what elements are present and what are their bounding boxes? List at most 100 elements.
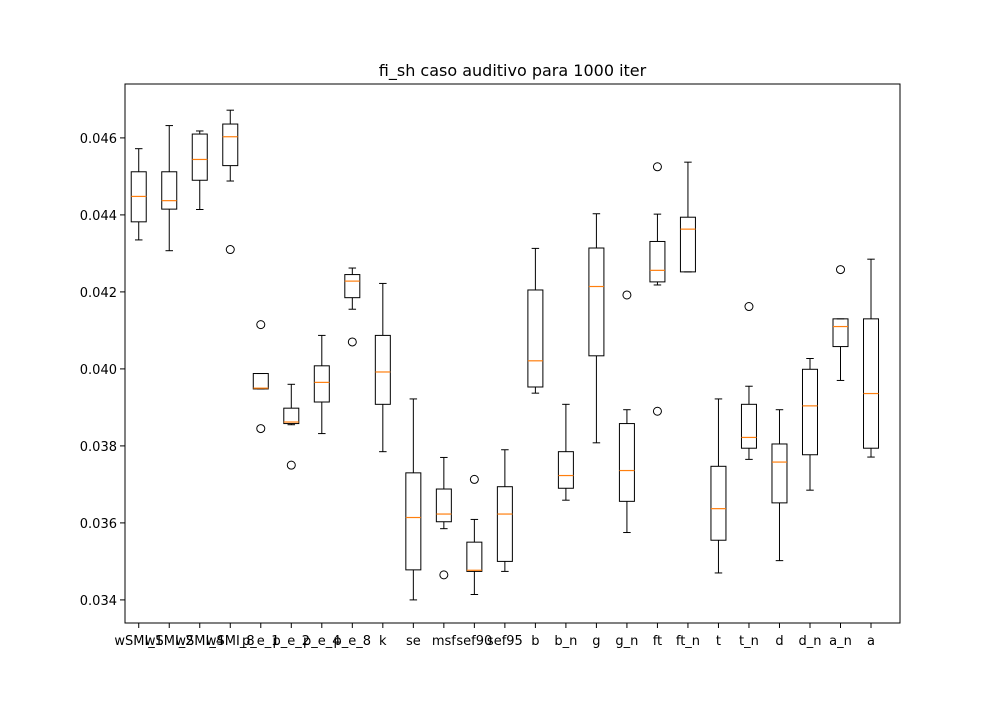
box-iqr (588, 247, 605, 357)
x-tick-label: sef90 (456, 634, 492, 649)
x-tick-label: wSMI_1 (114, 634, 163, 649)
y-tick-label: 0.040 (80, 363, 117, 378)
box-iqr (344, 274, 361, 299)
x-tick-label: b_n (554, 634, 577, 649)
box-iqr (466, 541, 483, 572)
outlier-point (286, 460, 296, 470)
outlier-point (652, 162, 662, 172)
x-tick-label: p_e_1 (242, 634, 280, 649)
outlier-point (225, 245, 235, 255)
box-iqr (283, 407, 300, 425)
x-tick-label: a (867, 634, 875, 649)
x-tick-label: wSMI_4 (175, 634, 224, 649)
box-iqr (313, 365, 330, 403)
x-tick-label: a_n (829, 634, 852, 649)
box-iqr (527, 289, 544, 388)
x-tick-label: wSMI_2 (145, 634, 194, 649)
box-d_n (801, 358, 818, 491)
x-tick-label: p_e_8 (334, 634, 372, 649)
box-ft (649, 162, 666, 416)
outlier-point (256, 424, 266, 434)
box-p_e_1 (252, 320, 269, 434)
box-t_n (740, 302, 757, 460)
x-tick-label: d (775, 634, 783, 649)
box-k (374, 282, 391, 453)
box-msf (435, 456, 452, 580)
box-a_n (832, 265, 849, 381)
box-p_e_4 (313, 334, 330, 435)
x-tick-label: b (531, 634, 539, 649)
x-tick-label: p_e_2 (273, 634, 311, 649)
box-iqr (649, 240, 666, 283)
y-tick-label: 0.034 (80, 594, 117, 609)
outlier-point (439, 570, 449, 580)
y-axis: 0.034 0.036 0.038 0.040 0.042 0.044 0.046 (80, 132, 125, 609)
box-iqr (679, 216, 696, 273)
box-iqr (557, 451, 574, 489)
box-p_e_2 (283, 383, 300, 470)
x-tick-label: sef95 (487, 634, 523, 649)
box-iqr (618, 423, 635, 502)
box-wSMI_4 (191, 130, 208, 211)
box-iqr (252, 373, 269, 390)
box-iqr (771, 443, 788, 504)
box-sef90 (466, 474, 483, 596)
x-axis: wSMI_1wSMI_2wSMI_4wSMI_8p_e_1p_e_2p_e_4p… (114, 623, 875, 649)
box-t (710, 398, 727, 574)
box-iqr (801, 368, 818, 456)
box-iqr (374, 334, 391, 405)
x-tick-label: d_n (798, 634, 821, 649)
box-iqr (222, 123, 239, 167)
box-iqr (832, 318, 849, 348)
outlier-point (622, 290, 632, 300)
outlier-point (652, 406, 662, 416)
box-iqr (496, 486, 513, 562)
x-tick-label: se (406, 634, 421, 649)
box-wSMI_8 (222, 109, 239, 255)
box-sef95 (496, 449, 513, 572)
x-tick-label: msf (432, 634, 456, 649)
box-g (588, 213, 605, 444)
x-tick-label: t_n (739, 634, 759, 649)
x-tick-label: g_n (615, 634, 638, 649)
box-iqr (863, 318, 880, 449)
x-tick-label: ft_n (676, 634, 700, 649)
box-a (863, 258, 880, 458)
y-tick-label: 0.038 (80, 440, 117, 455)
y-tick-label: 0.044 (80, 209, 117, 224)
box-iqr (191, 133, 208, 181)
box-b_n (557, 403, 574, 501)
box-g_n (618, 290, 635, 534)
box-se (405, 398, 422, 601)
outlier-point (469, 474, 479, 484)
outlier-point (836, 265, 846, 275)
y-tick-label: 0.042 (80, 286, 117, 301)
box-p_e_8 (344, 267, 361, 347)
box-d (771, 409, 788, 562)
box-iqr (161, 171, 178, 210)
outlier-point (256, 320, 266, 330)
y-tick-label: 0.046 (80, 132, 117, 147)
outlier-point (347, 337, 357, 347)
chart-title: fi_sh caso auditivo para 1000 iter (379, 61, 647, 81)
box-iqr (740, 403, 757, 449)
x-tick-label: t (716, 634, 721, 649)
box-wSMI_2 (161, 125, 178, 252)
box-ft_n (679, 161, 696, 273)
x-tick-label: ft (653, 634, 662, 649)
outlier-point (744, 302, 754, 312)
x-tick-label: k (379, 634, 387, 649)
box-b (527, 247, 544, 394)
y-tick-label: 0.036 (80, 517, 117, 532)
x-tick-label: g (592, 634, 600, 649)
plot-marks (130, 109, 880, 601)
x-tick-label: wSMI_8 (206, 634, 255, 649)
box-iqr (405, 472, 422, 571)
x-tick-label: p_e_4 (303, 634, 341, 649)
box-iqr (710, 465, 727, 541)
box-iqr (435, 488, 452, 523)
box-wSMI_1 (130, 148, 147, 241)
